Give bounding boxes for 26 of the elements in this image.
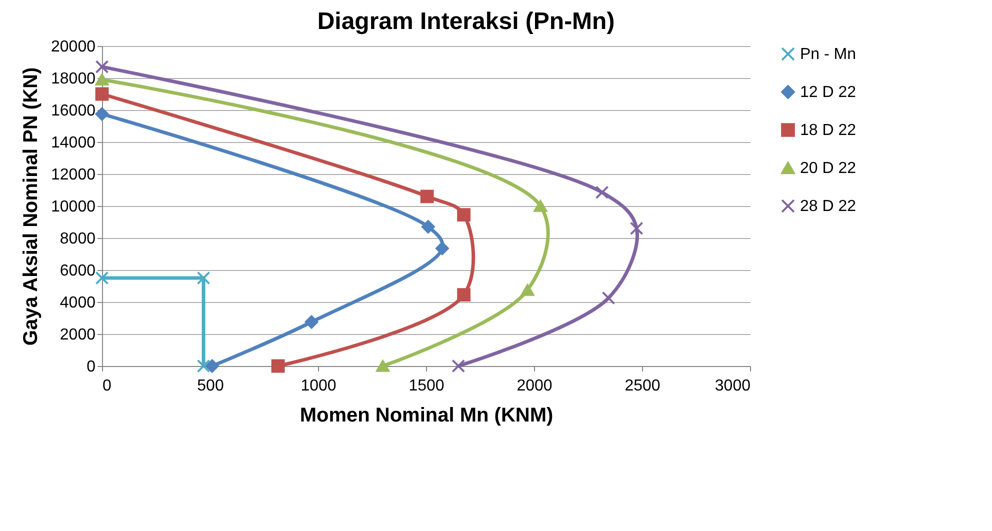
x-tick-label: 500: [197, 378, 224, 394]
y-tick-label: 4000: [60, 294, 96, 312]
y-tick-label: 12000: [51, 166, 96, 184]
y-tick-label: 0: [86, 358, 96, 376]
y-tick-label: 8000: [60, 230, 96, 248]
y-tick-label: 10000: [51, 198, 96, 216]
legend-label: 18 D 22: [800, 122, 856, 139]
x-tick-label: 1000: [300, 378, 336, 394]
legend-label: 12 D 22: [800, 84, 856, 101]
x-tick-label: 1500: [408, 378, 444, 394]
x-tick-label: 2000: [516, 378, 552, 394]
x-tick-label: 2500: [624, 378, 660, 394]
y-tick-label: 18000: [51, 70, 96, 88]
y-tick-label: 16000: [51, 102, 96, 120]
y-tick-label: 20000: [51, 38, 96, 56]
x-axis-title: Momen Nominal Mn (KNM): [300, 404, 554, 426]
legend-label: 20 D 22: [800, 160, 856, 177]
y-tick-label: 6000: [60, 262, 96, 280]
x-tick-label: 3000: [714, 378, 751, 394]
legend-label: 28 D 22: [800, 198, 856, 215]
y-axis-title: Gaya Aksial Nominal PN (KN): [20, 67, 42, 346]
y-tick-label: 14000: [51, 134, 96, 152]
y-tick-label: 2000: [60, 326, 96, 344]
legend-label: Pn - Mn: [800, 46, 856, 63]
x-tick-label: 0: [102, 378, 112, 394]
chart-title: Diagram Interaksi (Pn-Mn): [317, 8, 615, 35]
